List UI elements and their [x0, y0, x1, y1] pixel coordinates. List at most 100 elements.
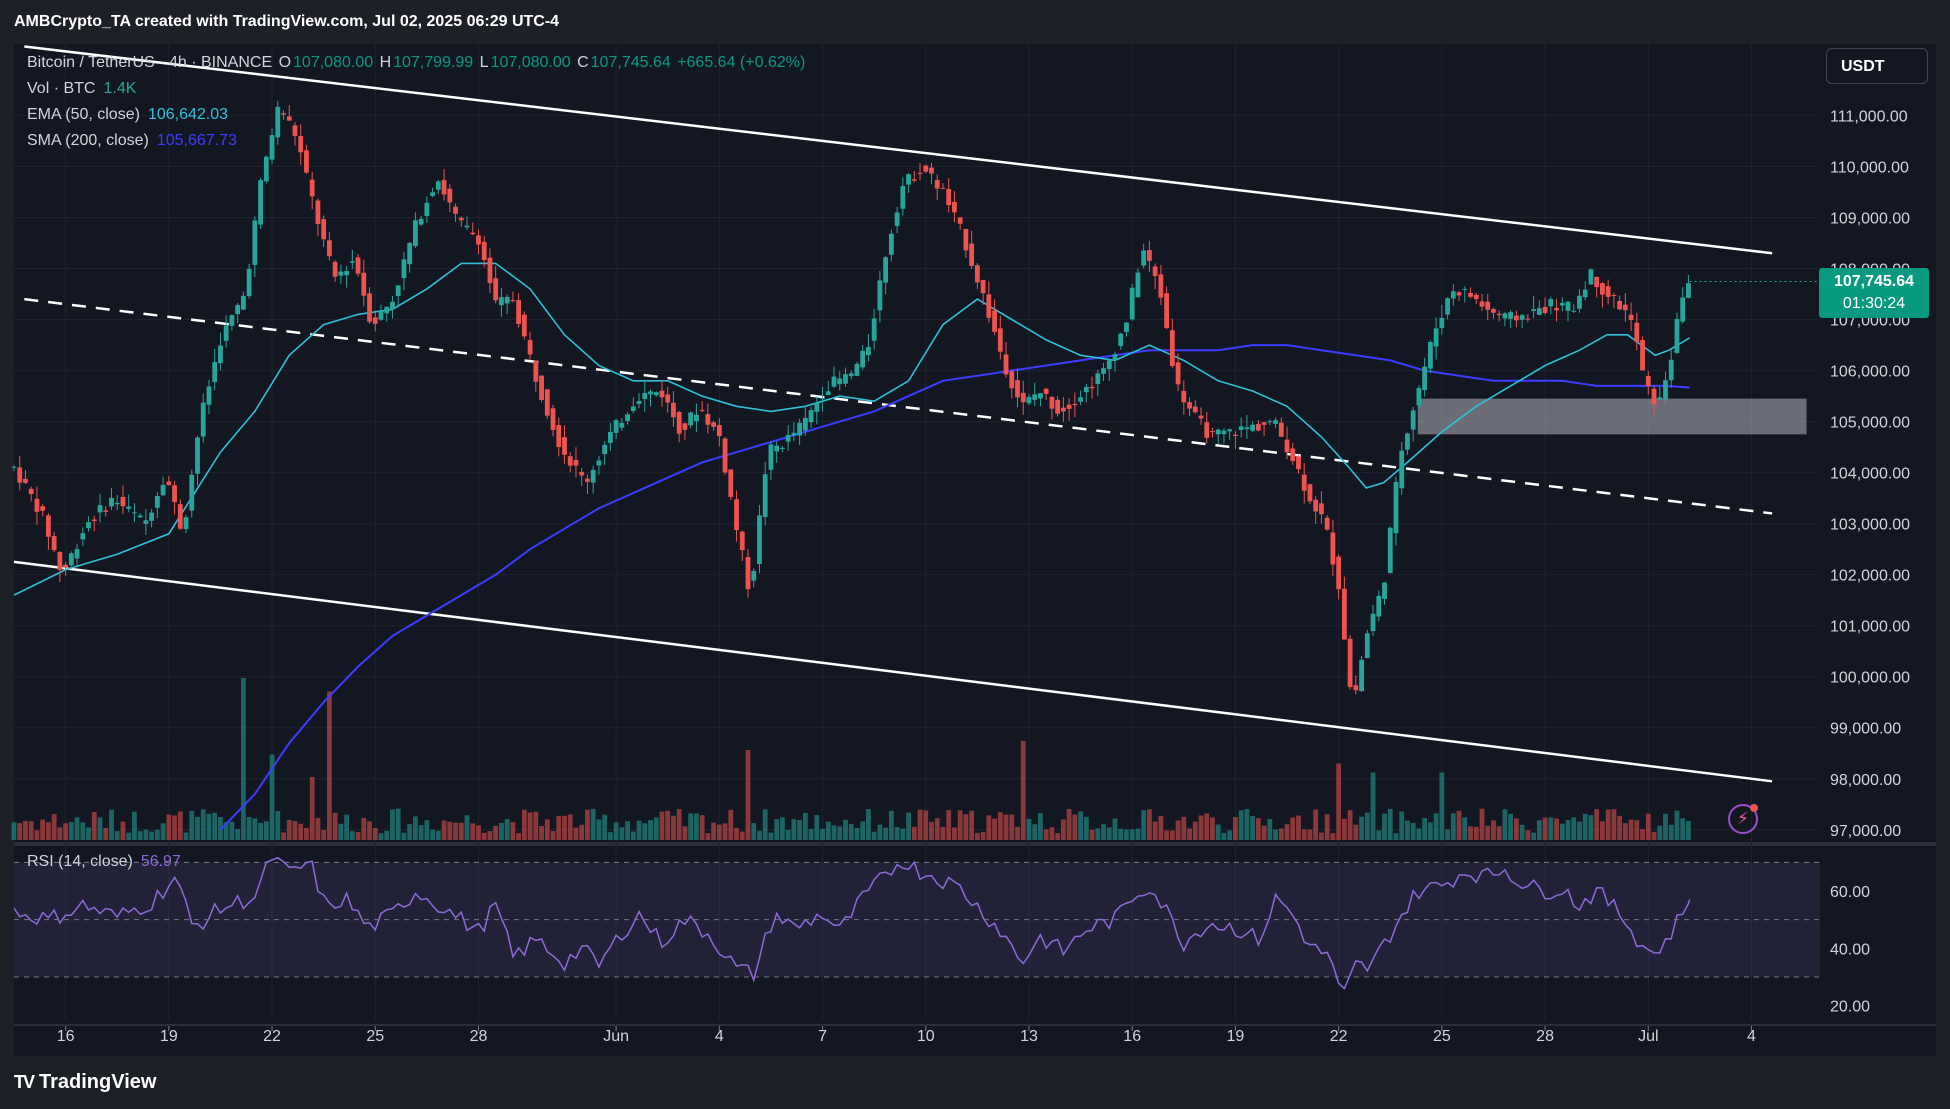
tradingview-logo[interactable]: TV TradingView — [14, 1071, 156, 1094]
candle — [418, 215, 424, 227]
volume-bar — [1204, 813, 1210, 840]
candle-body — [149, 512, 155, 521]
candle — [1531, 296, 1537, 319]
candle-body — [1462, 288, 1468, 290]
symbol-label[interactable]: Bitcoin / TetherUS · 4h · BINANCE — [27, 54, 273, 71]
candle — [114, 495, 120, 511]
candle-body — [143, 520, 149, 524]
candle — [1645, 371, 1651, 395]
candle — [68, 551, 74, 569]
candle-body — [40, 506, 46, 511]
candle — [751, 568, 757, 588]
candle — [562, 425, 567, 464]
candle — [1032, 382, 1038, 407]
candle — [212, 348, 218, 391]
candle — [263, 155, 269, 184]
candle-body — [986, 294, 992, 318]
candle-body — [888, 233, 894, 255]
volume-bar — [1009, 814, 1015, 840]
volume-bar — [252, 818, 258, 840]
volume-bar — [1651, 832, 1657, 840]
volume-bar — [1175, 820, 1181, 840]
price-tick-label: 104,000.00 — [1830, 466, 1910, 483]
volume-bar — [1462, 817, 1468, 840]
candle — [349, 249, 355, 269]
candle-body — [28, 488, 34, 494]
candle-body — [906, 174, 911, 185]
candle-body — [1657, 397, 1663, 400]
candle — [1307, 483, 1313, 504]
candle — [682, 422, 688, 441]
candle-body — [51, 536, 57, 551]
candle-body — [1640, 340, 1645, 371]
candle — [315, 198, 321, 237]
candle-body — [1645, 376, 1651, 387]
candle — [533, 360, 539, 392]
candle — [435, 179, 441, 195]
volume-bar — [585, 809, 590, 840]
candle — [1594, 276, 1600, 298]
candle-body — [665, 394, 671, 403]
candle-body — [441, 179, 447, 195]
candle-body — [200, 402, 206, 437]
volume-bar — [1210, 817, 1215, 840]
candle-body — [1582, 289, 1588, 298]
candle-body — [1101, 368, 1106, 374]
sma-legend[interactable]: SMA (200, close) 105,667.73 — [27, 132, 237, 150]
candle-body — [556, 425, 562, 448]
candle-body — [132, 512, 137, 514]
candle — [195, 436, 200, 486]
candle — [1313, 496, 1319, 524]
currency-button[interactable]: USDT — [1826, 48, 1928, 84]
volume-bar — [367, 821, 372, 840]
candle-body — [1221, 430, 1227, 435]
volume-bar — [590, 808, 596, 840]
candle-body — [1588, 269, 1594, 285]
candle — [1244, 415, 1250, 439]
volume-bar — [1290, 817, 1296, 840]
candle-body — [969, 243, 975, 266]
candle — [1491, 307, 1496, 319]
lightning-icon[interactable]: ⚡ — [1728, 804, 1758, 834]
candle — [716, 418, 722, 447]
volume-bar — [298, 823, 304, 840]
candle — [854, 361, 860, 377]
volume-bar — [183, 832, 189, 840]
volume-bar — [1055, 833, 1061, 840]
volume-legend[interactable]: Vol · BTC 1.4K — [27, 80, 136, 98]
candle-body — [464, 225, 470, 228]
candle-body — [269, 135, 275, 160]
volume-bar — [453, 822, 458, 840]
candle-body — [768, 444, 774, 470]
volume-bar — [1456, 810, 1462, 840]
volume-bar — [883, 827, 889, 840]
candle — [1255, 420, 1261, 432]
candle — [223, 315, 229, 348]
volume-bar — [132, 811, 137, 840]
candle-body — [252, 220, 258, 265]
volume-bar — [843, 819, 848, 840]
chart-panel[interactable] — [14, 44, 1936, 1056]
candle-body — [1330, 532, 1336, 565]
ema-legend[interactable]: EMA (50, close) 106,642.03 — [27, 106, 228, 124]
rsi-legend[interactable]: RSI (14, close) 56.97 — [27, 853, 181, 871]
candle-body — [304, 150, 309, 173]
candle — [1250, 421, 1256, 433]
candle — [1416, 385, 1422, 410]
candle-body — [349, 261, 355, 263]
candle — [1382, 582, 1387, 605]
volume-bar — [1324, 814, 1330, 840]
candle-body — [997, 328, 1003, 352]
candle — [1066, 398, 1072, 421]
candle — [780, 446, 785, 453]
volume-bar — [722, 823, 728, 840]
candle — [923, 164, 929, 174]
candle — [1169, 318, 1175, 368]
rsi-line — [13, 856, 1691, 990]
volume-bar — [1250, 815, 1256, 840]
volume-bar — [349, 831, 355, 840]
candle — [1273, 417, 1278, 428]
volume-bar — [1364, 812, 1370, 840]
channel-upper-resistance — [24, 45, 1773, 255]
